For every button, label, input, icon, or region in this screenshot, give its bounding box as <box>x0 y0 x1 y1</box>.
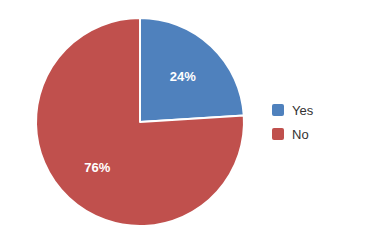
legend-item: Yes <box>272 103 314 118</box>
data-label: 76% <box>84 160 110 175</box>
chart: 24% 76% Yes No <box>0 0 382 244</box>
legend-swatch <box>272 128 284 140</box>
data-label: 24% <box>170 69 196 84</box>
legend: Yes No <box>272 103 314 142</box>
legend-label: Yes <box>292 103 314 118</box>
pie-slice <box>36 18 244 226</box>
pie <box>36 18 244 226</box>
legend-swatch <box>272 104 284 116</box>
data-labels: 24% 76% <box>84 69 196 175</box>
legend-item: No <box>272 127 309 142</box>
pie-slice <box>140 18 244 122</box>
legend-label: No <box>292 127 309 142</box>
